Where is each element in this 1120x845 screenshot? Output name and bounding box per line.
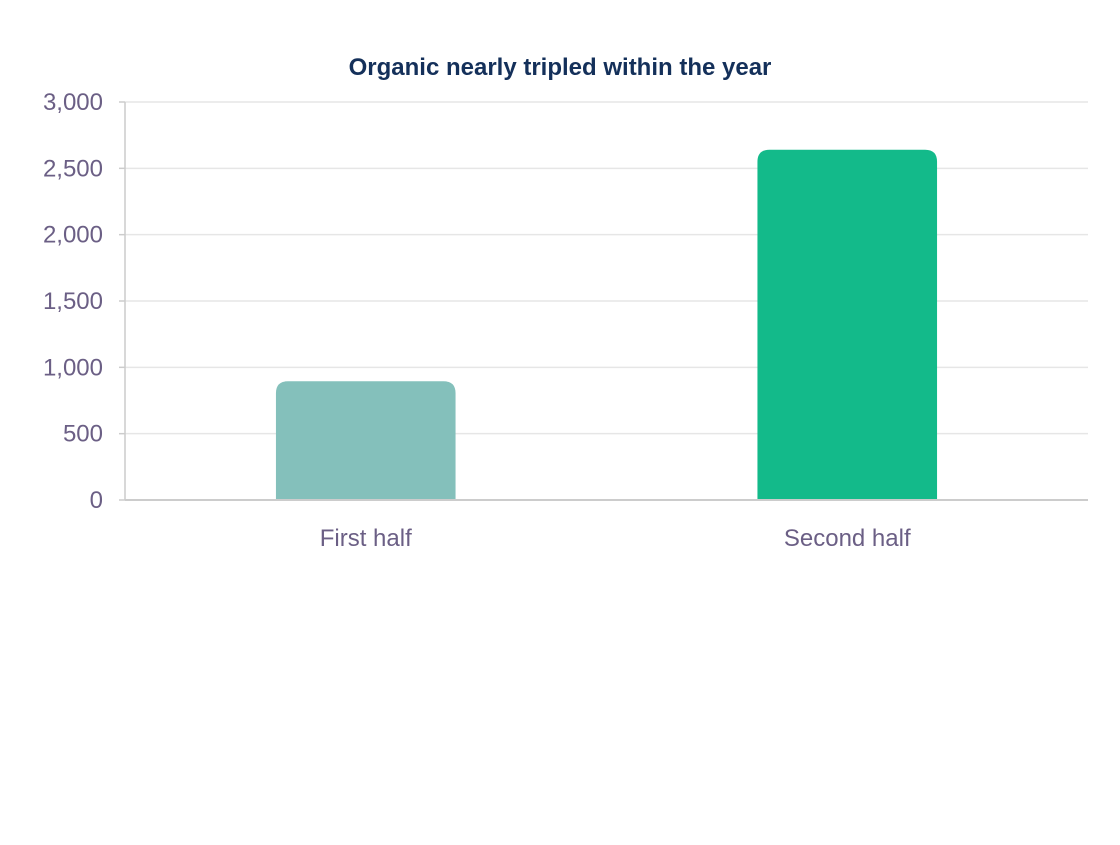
y-tick-label: 1,000 — [43, 354, 103, 381]
y-tick-label: 2,000 — [43, 222, 103, 249]
y-tick-label: 1,500 — [43, 288, 103, 315]
chart-title: Organic nearly tripled within the year — [349, 54, 772, 81]
bars — [275, 149, 938, 500]
y-axis: 0 500 1,000 1,500 2,000 2,500 3,000 — [43, 89, 126, 514]
bar-second-half[interactable] — [757, 149, 938, 500]
x-tick-label: First half — [320, 525, 412, 552]
x-tick-label: Second half — [784, 525, 911, 552]
y-tick-label: 2,500 — [43, 155, 103, 182]
bar-first-half[interactable] — [275, 381, 456, 500]
y-tick-label: 500 — [63, 421, 103, 448]
x-axis: First half Second half — [125, 499, 1088, 552]
y-tick-label: 3,000 — [43, 89, 103, 116]
gridlines — [125, 101, 1088, 435]
y-tick-label: 0 — [90, 487, 103, 514]
